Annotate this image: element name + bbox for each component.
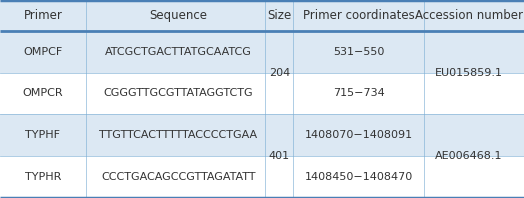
Text: 204: 204 [269,68,290,78]
Text: Sequence: Sequence [149,9,207,22]
Text: TYPHR: TYPHR [25,172,61,182]
Text: 1408070−1408091: 1408070−1408091 [305,130,413,140]
Text: CGGGTTGCGTTATAGGTCTG: CGGGTTGCGTTATAGGTCTG [103,89,253,98]
Text: EU015859.1: EU015859.1 [435,68,503,78]
Bar [0,31,524,72]
Text: OMPCR: OMPCR [23,89,63,98]
Bar [0,0,524,31]
Text: TYPHF: TYPHF [26,130,60,140]
Text: ATCGCTGACTTATGCAATCG: ATCGCTGACTTATGCAATCG [105,47,252,57]
Text: 1408450−1408470: 1408450−1408470 [305,172,413,182]
Text: TTGTTCACTTTTTACCCCTGAA: TTGTTCACTTTTTACCCCTGAA [99,130,257,140]
Text: Size: Size [267,9,291,22]
Text: AE006468.1: AE006468.1 [435,151,503,161]
Text: Primer: Primer [24,9,62,22]
Bar [0,156,524,198]
Text: 715−734: 715−734 [333,89,385,98]
Text: 531−550: 531−550 [333,47,385,57]
Text: Primer coordinates: Primer coordinates [303,9,415,22]
Bar [0,72,524,114]
Text: Accession number: Accession number [415,9,523,22]
Text: OMPCF: OMPCF [24,47,62,57]
Text: CCCTGACAGCCGTTAGATATT: CCCTGACAGCCGTTAGATATT [101,172,255,182]
Bar [0,114,524,156]
Text: 401: 401 [269,151,290,161]
